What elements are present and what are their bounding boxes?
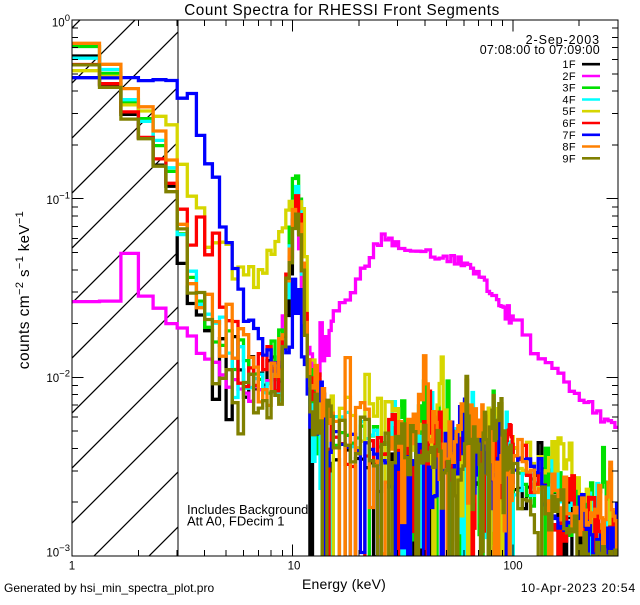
svg-text:5F: 5F [562,106,576,118]
svg-text:Count Spectra for RHESSI Front: Count Spectra for RHESSI Front Segments [184,2,500,19]
svg-text:1F: 1F [562,59,576,71]
svg-text:3F: 3F [562,83,576,95]
svg-text:2-Sep-2003: 2-Sep-2003 [526,33,600,47]
svg-text:6F: 6F [562,118,576,130]
svg-text:4F: 4F [562,94,576,106]
svg-text:8F: 8F [562,142,576,154]
svg-text:7F: 7F [562,130,576,142]
svg-text:Att A0, FDecim 1: Att A0, FDecim 1 [187,514,285,529]
svg-text:100: 100 [503,561,522,573]
svg-text:counts cm−2 s−1 keV−1: counts cm−2 s−1 keV−1 [14,211,33,369]
svg-text:2F: 2F [562,71,576,83]
svg-text:Energy (keV): Energy (keV) [302,576,386,592]
svg-text:07:08:00 to 07:09:00: 07:08:00 to 07:09:00 [480,43,600,57]
svg-text:9F: 9F [562,153,576,165]
svg-text:10-Apr-2023 20:54: 10-Apr-2023 20:54 [521,581,636,595]
svg-text:Generated by hsi_min_spectra_p: Generated by hsi_min_spectra_plot.pro [4,581,214,595]
svg-text:Includes Background: Includes Background [187,502,308,517]
svg-text:1: 1 [69,561,75,573]
svg-text:10: 10 [288,561,301,573]
